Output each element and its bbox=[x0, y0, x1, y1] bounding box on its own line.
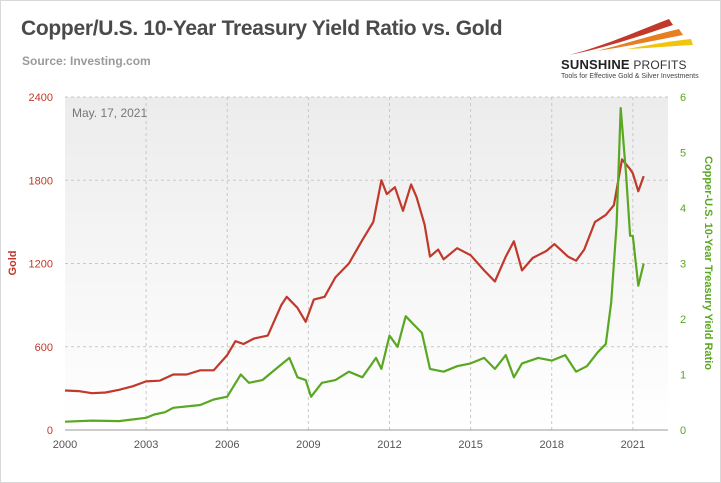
right-tick-label: 0 bbox=[680, 425, 686, 437]
chart-source: Source: Investing.com bbox=[22, 54, 151, 68]
right-tick-label: 1 bbox=[680, 370, 686, 382]
logo-name-sunshine: SUNSHINE bbox=[561, 57, 630, 72]
logo-name: SUNSHINE PROFITS bbox=[561, 57, 687, 72]
x-tick-label: 2009 bbox=[296, 439, 320, 451]
left-axis-label: Gold bbox=[7, 250, 19, 275]
left-axis-ticks: 0 600 1200 1800 2400 bbox=[29, 92, 53, 437]
right-tick-label: 4 bbox=[680, 203, 686, 215]
x-axis-ticks: 2000 2003 2006 2009 2012 2015 2018 2021 bbox=[53, 439, 645, 451]
x-tick-label: 2018 bbox=[539, 439, 563, 451]
right-tick-label: 3 bbox=[680, 259, 686, 271]
x-tick-label: 2006 bbox=[215, 439, 239, 451]
left-tick-label: 1800 bbox=[29, 175, 53, 187]
logo-tagline: Tools for Effective Gold & Silver Invest… bbox=[561, 73, 699, 80]
grid-lines bbox=[65, 96, 668, 430]
sunshine-profits-logo: SUNSHINE PROFITS Tools for Effective Gol… bbox=[557, 15, 707, 87]
x-tick-label: 2021 bbox=[621, 439, 645, 451]
logo-swoosh-icon bbox=[569, 19, 693, 55]
x-tick-label: 2015 bbox=[458, 439, 482, 451]
left-tick-label: 2400 bbox=[29, 92, 53, 104]
left-tick-label: 1200 bbox=[29, 259, 53, 271]
right-axis-label: Copper-U.S. 10-Year Treasury Yield Ratio bbox=[702, 156, 714, 370]
gold-price-line bbox=[64, 158, 645, 395]
copper-yield-ratio-line bbox=[64, 107, 645, 423]
right-tick-label: 2 bbox=[680, 314, 686, 326]
left-tick-label: 0 bbox=[47, 425, 53, 437]
x-tick-label: 2012 bbox=[377, 439, 401, 451]
right-tick-label: 5 bbox=[680, 148, 686, 160]
chart-title: Copper/U.S. 10-Year Treasury Yield Ratio… bbox=[21, 17, 503, 40]
left-tick-label: 600 bbox=[35, 342, 53, 354]
logo-name-profits: PROFITS bbox=[629, 58, 687, 72]
right-axis-ticks: 0 1 2 3 4 5 6 bbox=[680, 92, 686, 437]
right-tick-label: 6 bbox=[680, 92, 686, 104]
x-tick-label: 2000 bbox=[53, 439, 77, 451]
x-tick-label: 2003 bbox=[134, 439, 158, 451]
series-lines bbox=[64, 107, 645, 423]
date-annotation: May. 17, 2021 bbox=[72, 106, 147, 120]
